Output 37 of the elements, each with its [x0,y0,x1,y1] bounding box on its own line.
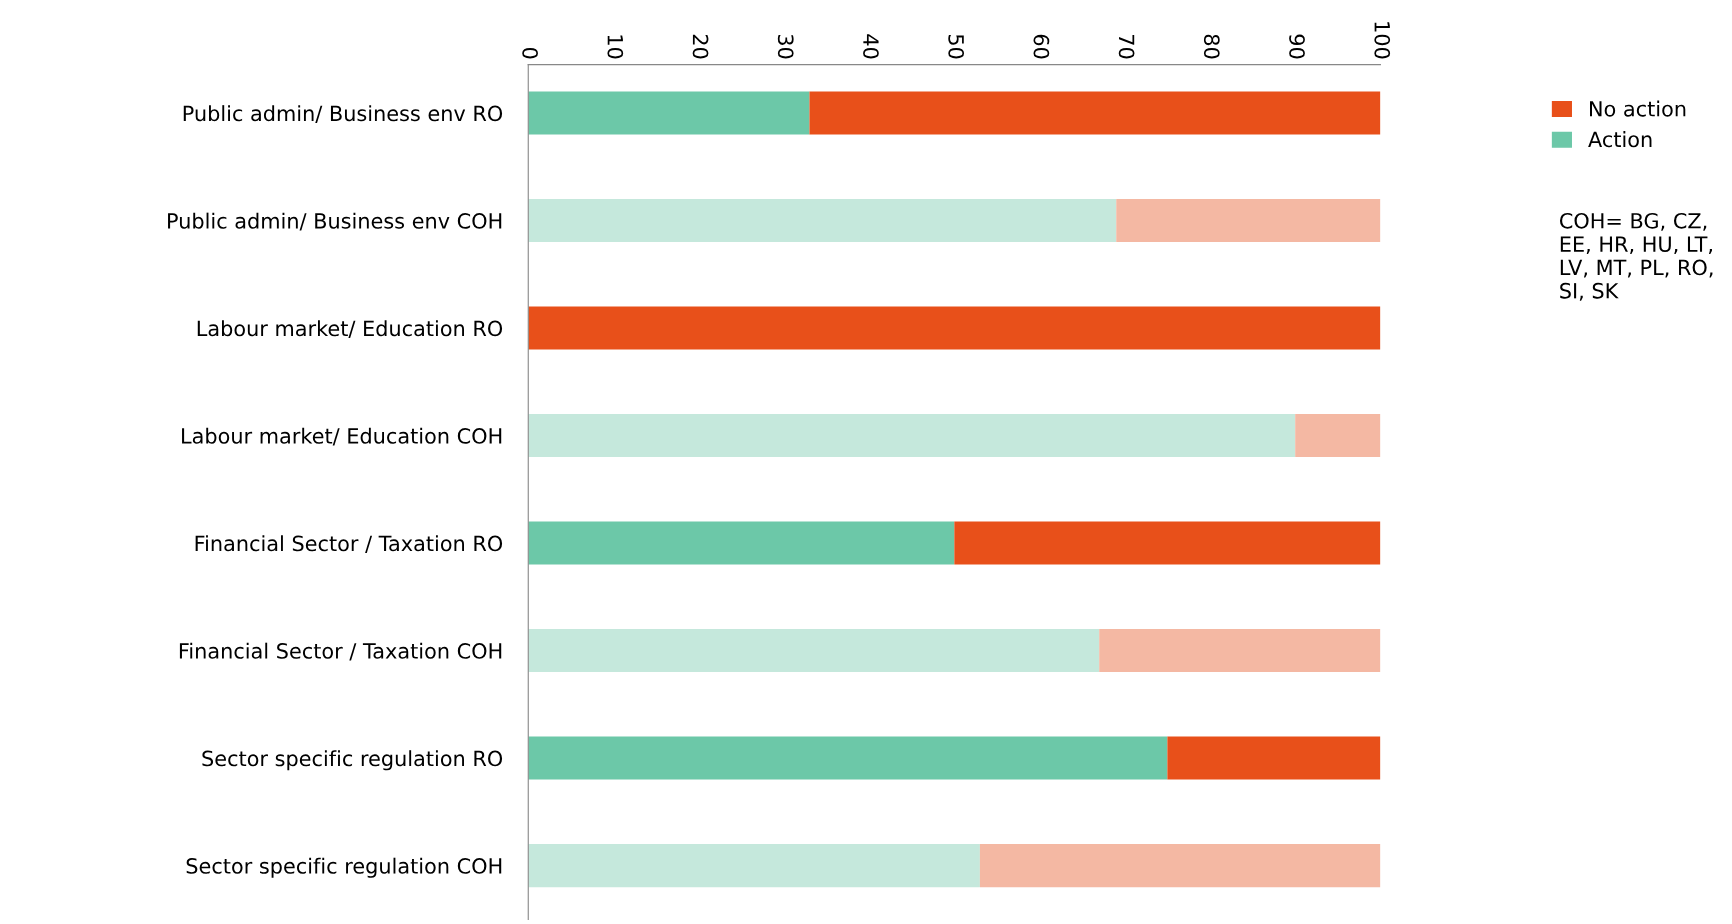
y-tick-label: Sector specific regulation RO [202,750,503,771]
x-tick-label: 90 [1289,34,1305,59]
bar [528,199,1117,243]
x-tick-label: 60 [1033,34,1050,59]
x-tick-label: 10 [607,35,624,59]
y-tick-label: Public admin/ Business env COH [168,212,502,231]
y-tick-label: Labour market/ Education COH [182,427,502,446]
x-tick-label: 100 [1374,22,1391,59]
bar [1167,736,1381,780]
y-tick-label: Financial Sector / Taxation RO [195,535,503,553]
bar [528,521,955,565]
bar [1295,414,1381,458]
x-tick-label: 80 [1203,34,1220,59]
y-tick-label: Labour market/ Education RO [197,320,503,338]
bar [528,414,1296,458]
text: COH= BG, CZ, EE, HR, HU, LT, LV, MT, PL, RO, SI, SK [1559,212,1713,301]
legend-label: No action [1590,100,1686,117]
x-tick-label: 30 [777,34,794,59]
y-tick-label: Sector specific regulation COH [186,857,502,878]
x-tick-label: 0 [522,47,538,59]
bar [1099,629,1381,673]
bar [528,844,980,888]
x-tick-label: 50 [948,34,965,59]
bar [979,844,1381,888]
x-tick-label: 70 [1118,35,1135,59]
x-tick-label: 20 [692,34,709,59]
bar [528,306,1381,350]
x-tick-label: 40 [863,34,879,59]
bar [528,629,1100,673]
y-tick-label: Public admin/ Business env RO [183,105,503,123]
y-tick-label: Financial Sector / Taxation COH [179,642,502,661]
bar [528,91,810,135]
legend-label: Action [1588,131,1652,148]
bar [954,521,1381,565]
bar [809,91,1381,135]
bar [1116,199,1381,243]
bar [528,736,1168,780]
